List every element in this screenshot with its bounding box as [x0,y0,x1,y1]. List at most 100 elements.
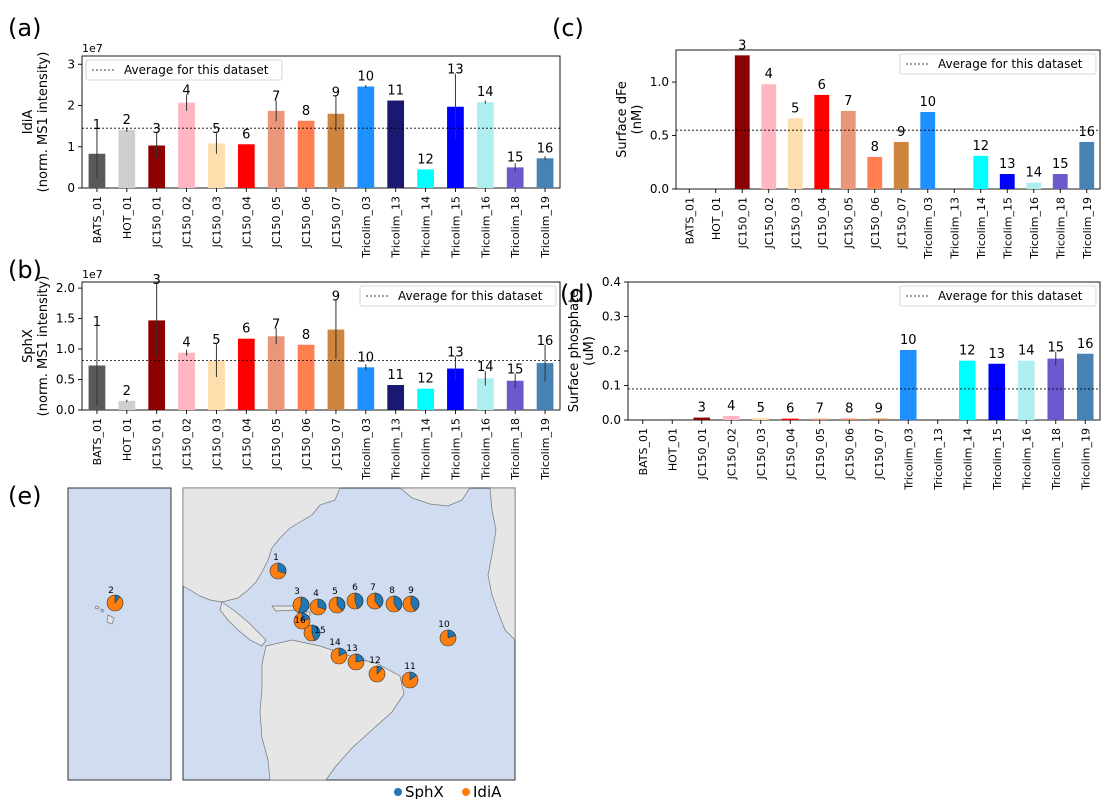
bar [447,106,464,188]
legend-box [359,285,557,307]
bar-label: 12 [417,372,434,387]
x-tick-label: JC150_03 [210,418,223,470]
y-axis-label-unit: (norm. MS1 intensity) [36,276,51,417]
bar [1047,358,1065,420]
y-tick-label: 0.3 [602,310,621,324]
x-tick-label: Tricolim_14 [961,428,974,491]
bar [387,385,405,410]
bar [781,418,799,420]
bar-label: 14 [477,360,494,375]
x-tick-label: JC150_01 [696,428,709,480]
plot-frame [81,281,561,411]
bar [814,94,830,189]
x-tick-label: Tricolim_18 [1054,197,1067,260]
panel-label-e: (e) [8,482,42,510]
station-pie-sphx [338,647,347,657]
bar [1026,182,1042,189]
land-greenland [399,487,471,507]
bar-label: 13 [447,63,464,78]
x-tick-label: Tricolim_13 [390,418,403,481]
station-pie-sphx [355,653,365,663]
chart-surface-dfe: 0.0 0.5 1.0 Surface dFe (nM) BATS_01 HOT_01 3 JC… [615,38,1101,260]
x-tick-label: JC150_05 [270,418,283,470]
station-pie-sphx [354,592,364,609]
legend-idia-marker [462,788,470,796]
chart-sphx: 0.0 0.5 1.0 1.5 2.0 1e7 SphX (norm. MS1 intensi… [21,268,561,481]
x-tick-label: JC150_06 [869,197,882,249]
x-tick-label: BATS_01 [637,428,650,475]
y-axis-label-unit: (nM) [630,105,645,135]
x-tick-label: HOT_01 [121,196,134,239]
bar-label: 6 [818,78,826,93]
bar-label: 8 [845,402,853,417]
x-tick-label: Tricolim_16 [1028,197,1041,260]
bar [999,174,1015,189]
bar [536,158,554,188]
bar [148,320,166,410]
bar-label: 1 [93,315,101,330]
station-pie-sphx [301,612,310,622]
station-label: 3 [294,587,300,597]
station-pie-sphx [114,594,121,604]
x-tick-label: Tricolim_14 [420,418,433,481]
panel-label-b: (b) [8,256,42,284]
bar-label: 11 [387,84,404,99]
bar [237,338,255,410]
legend-sphx-marker [394,788,402,796]
bar [840,418,858,420]
x-tick-label: HOT_01 [121,418,134,461]
y-tick-label: 1.0 [650,75,669,89]
legend-idia-label: IdiA [473,783,502,799]
bar [417,169,434,188]
y-tick-label: 1 [67,140,75,154]
bar [867,156,883,189]
x-tick-label: JC150_04 [240,196,253,248]
bar-label: 13 [447,345,464,360]
legend-sphx-label: SphX [405,783,444,799]
x-tick-label: JC150_07 [330,418,343,470]
bar-label: 4 [727,399,735,414]
x-tick-label: JC150_06 [300,418,313,470]
y-tick-label: 1.5 [56,312,75,326]
x-tick-label: JC150_05 [842,197,855,249]
x-tick-label: JC150_06 [843,428,856,480]
bar [958,360,976,420]
bar-label: 7 [272,90,280,105]
map-land [94,487,516,781]
x-tick-label: Tricolim_15 [991,428,1004,491]
station-label: 7 [370,583,376,593]
bar-label: 9 [332,289,340,304]
x-tick-label: Tricolim_16 [1020,428,1033,491]
plot-frame [675,49,1101,190]
bar [387,100,405,188]
bar [870,418,888,420]
bar-label: 10 [919,95,936,110]
bar [118,400,136,410]
x-tick-label: Tricolim_15 [1001,197,1014,260]
x-tick-label: JC150_02 [763,197,776,249]
legend-box [899,285,1097,307]
x-tick-label: JC150_01 [736,197,749,249]
x-tick-label: Tricolim_19 [1081,197,1094,260]
bar [761,84,777,189]
bar [840,110,856,189]
bar-label: 15 [1047,341,1064,356]
station-label: 11 [404,662,415,672]
y-axis-label: IdiA [21,110,36,135]
bar [893,141,909,189]
bar-label: 5 [212,122,220,137]
x-tick-label: JC150_06 [300,196,313,248]
axis-scale-label: 1e7 [82,268,103,281]
bar-label: 15 [507,150,524,165]
bar [734,55,750,189]
bar-label: 12 [417,152,434,167]
station-label: 4 [313,589,319,599]
land-africa-europe [487,487,516,641]
bar-label: 3 [153,273,161,288]
bar [476,378,494,410]
bar [1079,141,1095,189]
station-label: 12 [369,656,380,666]
bar [208,143,225,188]
